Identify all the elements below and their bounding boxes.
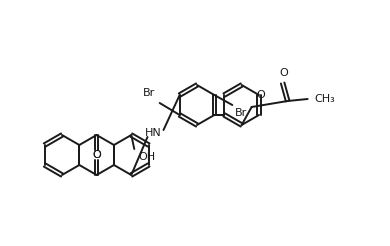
- Text: O: O: [92, 150, 101, 160]
- Text: O: O: [92, 150, 101, 160]
- Text: Br: Br: [142, 88, 155, 98]
- Text: OH: OH: [138, 152, 155, 162]
- Text: Br: Br: [235, 108, 248, 118]
- Text: O: O: [256, 90, 265, 99]
- Text: CH₃: CH₃: [315, 94, 335, 104]
- Text: O: O: [279, 68, 288, 78]
- Text: HN: HN: [145, 128, 162, 138]
